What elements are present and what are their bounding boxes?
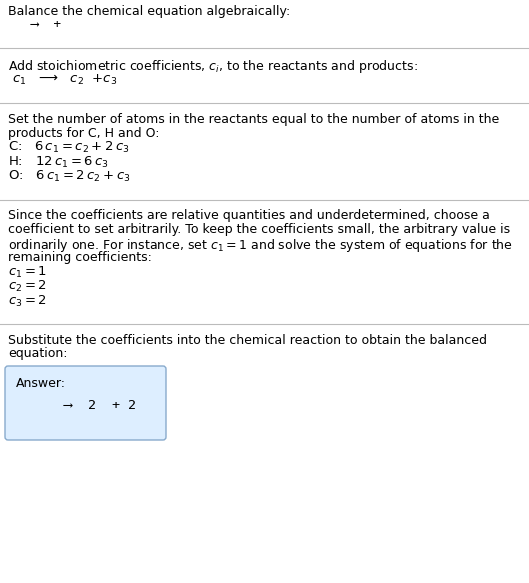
- Text: $c_1 = 1$: $c_1 = 1$: [8, 265, 47, 280]
- Text: ⟶  2  + 2: ⟶ 2 + 2: [16, 399, 136, 412]
- Text: $c_2 = 2$: $c_2 = 2$: [8, 279, 47, 294]
- Text: ⟶  +: ⟶ +: [16, 19, 76, 31]
- FancyBboxPatch shape: [5, 366, 166, 440]
- Text: Answer:: Answer:: [16, 377, 66, 390]
- Text: products for C, H and O:: products for C, H and O:: [8, 127, 160, 139]
- Text: C:   $6\,c_1 = c_2 + 2\,c_3$: C: $6\,c_1 = c_2 + 2\,c_3$: [8, 140, 130, 155]
- Text: Set the number of atoms in the reactants equal to the number of atoms in the: Set the number of atoms in the reactants…: [8, 113, 499, 126]
- Text: Substitute the coefficients into the chemical reaction to obtain the balanced: Substitute the coefficients into the che…: [8, 334, 487, 347]
- Text: remaining coefficients:: remaining coefficients:: [8, 251, 152, 264]
- Text: Balance the chemical equation algebraically:: Balance the chemical equation algebraica…: [8, 5, 290, 18]
- Text: Since the coefficients are relative quantities and underdetermined, choose a: Since the coefficients are relative quan…: [8, 209, 490, 223]
- Text: $c_1$   ⟶   $c_2$  +$c_3$: $c_1$ ⟶ $c_2$ +$c_3$: [12, 72, 117, 87]
- Text: coefficient to set arbitrarily. To keep the coefficients small, the arbitrary va: coefficient to set arbitrarily. To keep …: [8, 223, 510, 236]
- Text: O:   $6\,c_1 = 2\,c_2 + c_3$: O: $6\,c_1 = 2\,c_2 + c_3$: [8, 169, 131, 184]
- Text: H:   $12\,c_1 = 6\,c_3$: H: $12\,c_1 = 6\,c_3$: [8, 154, 109, 170]
- Text: Add stoichiometric coefficients, $c_i$, to the reactants and products:: Add stoichiometric coefficients, $c_i$, …: [8, 58, 418, 75]
- Text: equation:: equation:: [8, 347, 68, 360]
- Text: $c_3 = 2$: $c_3 = 2$: [8, 293, 47, 308]
- Text: ordinarily one. For instance, set $c_1 = 1$ and solve the system of equations fo: ordinarily one. For instance, set $c_1 =…: [8, 237, 513, 254]
